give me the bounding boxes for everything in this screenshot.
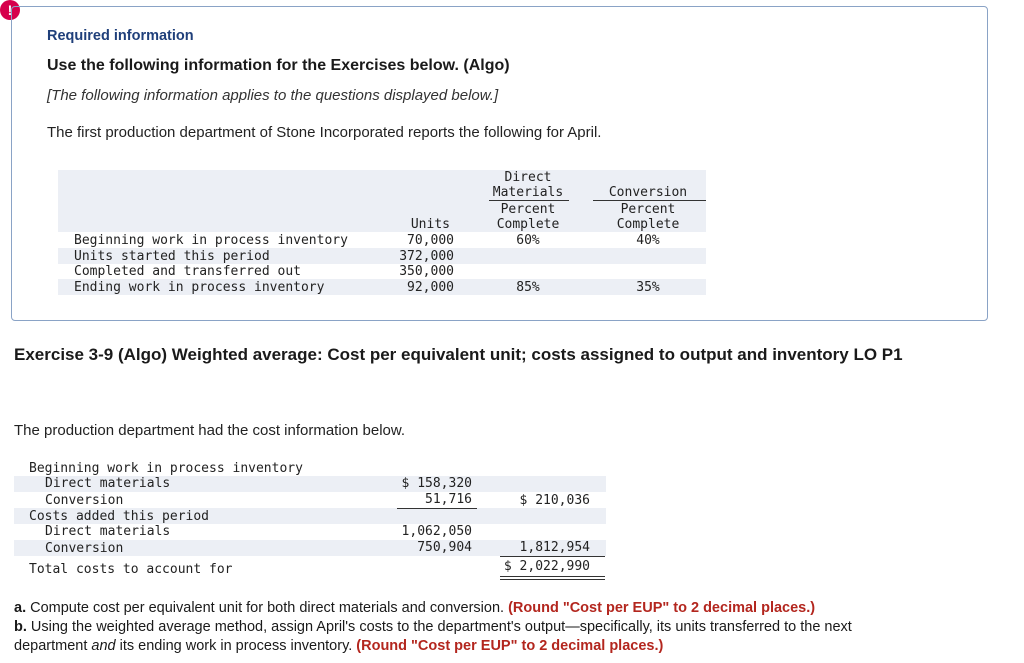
subtotal-rule: [397, 508, 477, 509]
header-dm-2: Materials: [492, 185, 564, 200]
table-header-shade: [58, 170, 706, 232]
table-row-label: Ending work in process inventory: [74, 280, 325, 295]
cost-row-value: 51,716: [425, 492, 472, 507]
table-row-label: Units started this period: [74, 249, 270, 264]
cost-row-label: Conversion: [45, 541, 124, 556]
cost-row-label: Total costs to account for: [29, 562, 233, 577]
table-row-cv: 40%: [636, 233, 660, 248]
header-units: Units: [410, 217, 450, 232]
header-cv-2: Percent: [620, 202, 676, 217]
header-cv-1: Conversion: [608, 185, 688, 200]
question-a: a. Compute cost per equivalent unit for …: [14, 599, 815, 618]
cost-row-label: Beginning work in process inventory: [29, 461, 303, 476]
cost-row-label: Costs added this period: [29, 509, 210, 524]
question-b-text: Using the weighted average method, assig…: [26, 619, 852, 635]
table-row-cv: 35%: [636, 280, 660, 295]
total-rule: [500, 556, 605, 557]
cost-row-total: 1,812,954: [519, 540, 590, 555]
cost-grand-total: $ 2,022,990: [503, 559, 590, 574]
question-b: b. Using the weighted average method, as…: [14, 618, 852, 637]
double-rule-bottom: [500, 579, 605, 580]
question-b-continued: department and its ending work in proces…: [14, 637, 663, 656]
question-b-note: (Round "Cost per EUP" to 2 decimal place…: [356, 638, 664, 654]
table-row-dm: 85%: [516, 280, 540, 295]
header-dm-3: Percent: [500, 202, 556, 217]
cost-row-label: Direct materials: [45, 524, 171, 539]
cost-row-value: 1,062,050: [401, 524, 472, 539]
question-b-text: its ending work in process inventory.: [115, 638, 357, 654]
cost-row-label: Direct materials: [45, 476, 171, 491]
table-row-label: Beginning work in process inventory: [74, 233, 348, 248]
header-cv-3: Complete: [616, 217, 680, 232]
table-row-dm: 60%: [516, 233, 540, 248]
question-a-note: (Round "Cost per EUP" to 2 decimal place…: [508, 600, 816, 616]
cost-row-total: $ 210,036: [519, 493, 590, 508]
question-a-prefix: a.: [14, 600, 27, 616]
cost-row-label: Conversion: [45, 493, 124, 508]
table-row-shade: [14, 476, 606, 492]
table-row-units: 70,000: [407, 233, 454, 248]
question-b-text: department: [14, 638, 92, 654]
intro-text: The first production department of Stone…: [47, 124, 602, 141]
question-b-prefix: b.: [14, 619, 27, 635]
header-rule: [489, 200, 569, 201]
table-row-units: 92,000: [407, 280, 454, 295]
cost-intro-text: The production department had the cost i…: [14, 422, 406, 439]
exercise-title: Exercise 3-9 (Algo) Weighted average: Co…: [14, 345, 903, 364]
required-information-heading: Required information: [47, 28, 194, 44]
double-rule-top: [500, 576, 605, 577]
header-rule: [593, 200, 706, 201]
header-dm-4: Complete: [496, 217, 560, 232]
note-text: [The following information applies to th…: [47, 87, 499, 104]
header-dm-1: Direct: [504, 170, 552, 185]
table-row-shade: [14, 540, 606, 556]
alert-icon: !: [0, 0, 20, 20]
question-b-emphasis: and: [91, 638, 116, 654]
question-a-text: Compute cost per equivalent unit for bot…: [26, 600, 509, 616]
cost-row-value: 750,904: [417, 540, 472, 555]
table-row-units: 350,000: [399, 264, 454, 279]
table-row-shade: [14, 508, 606, 524]
table-row-shade: [58, 279, 706, 295]
table-row-label: Completed and transferred out: [74, 264, 301, 279]
required-information-box: [11, 6, 988, 321]
table-row-shade: [58, 248, 706, 264]
instruction-text: Use the following information for the Ex…: [47, 57, 510, 74]
cost-row-value: $ 158,320: [401, 476, 472, 491]
table-row-units: 372,000: [399, 249, 454, 264]
